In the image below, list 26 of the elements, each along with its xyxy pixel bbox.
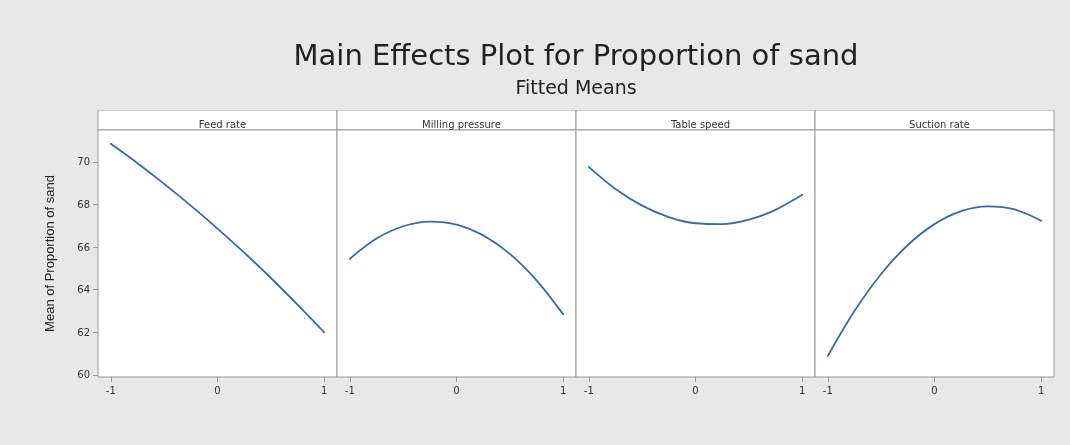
x-tick-label: 1: [321, 384, 328, 396]
y-tick-label: 68: [77, 199, 90, 211]
text: Main Effects Plot for Proportion of sand: [293, 38, 859, 72]
x-tick-label: -1: [344, 384, 355, 396]
text: Suction rate: [909, 118, 970, 130]
text: Feed rate: [198, 118, 247, 130]
x-tick-label: 1: [560, 384, 567, 396]
x-tick-label: 0: [931, 384, 938, 396]
x-tick-label: 1: [799, 384, 806, 396]
x-tick-label: 0: [453, 384, 460, 396]
y-tick-label: 70: [77, 156, 90, 168]
x-tick-label: -1: [105, 384, 116, 396]
text: Milling pressure: [422, 118, 501, 130]
text: Fitted Means: [515, 76, 637, 98]
text: Table speed: [669, 118, 731, 130]
line-series: [109, 142, 326, 334]
y-tick-label: 64: [77, 284, 90, 296]
y-tick-label: 66: [77, 241, 90, 253]
y-axis-title: Mean of Proportion of sand: [42, 175, 57, 332]
x-tick-label: 1: [1038, 384, 1045, 396]
x-tick-label: -1: [822, 384, 833, 396]
x-tick-label: -1: [583, 384, 594, 396]
x-tick-label: 0: [214, 384, 221, 396]
x-tick-label: 0: [692, 384, 699, 396]
y-tick-label: 62: [77, 326, 90, 338]
y-tick-label: 60: [77, 369, 90, 381]
